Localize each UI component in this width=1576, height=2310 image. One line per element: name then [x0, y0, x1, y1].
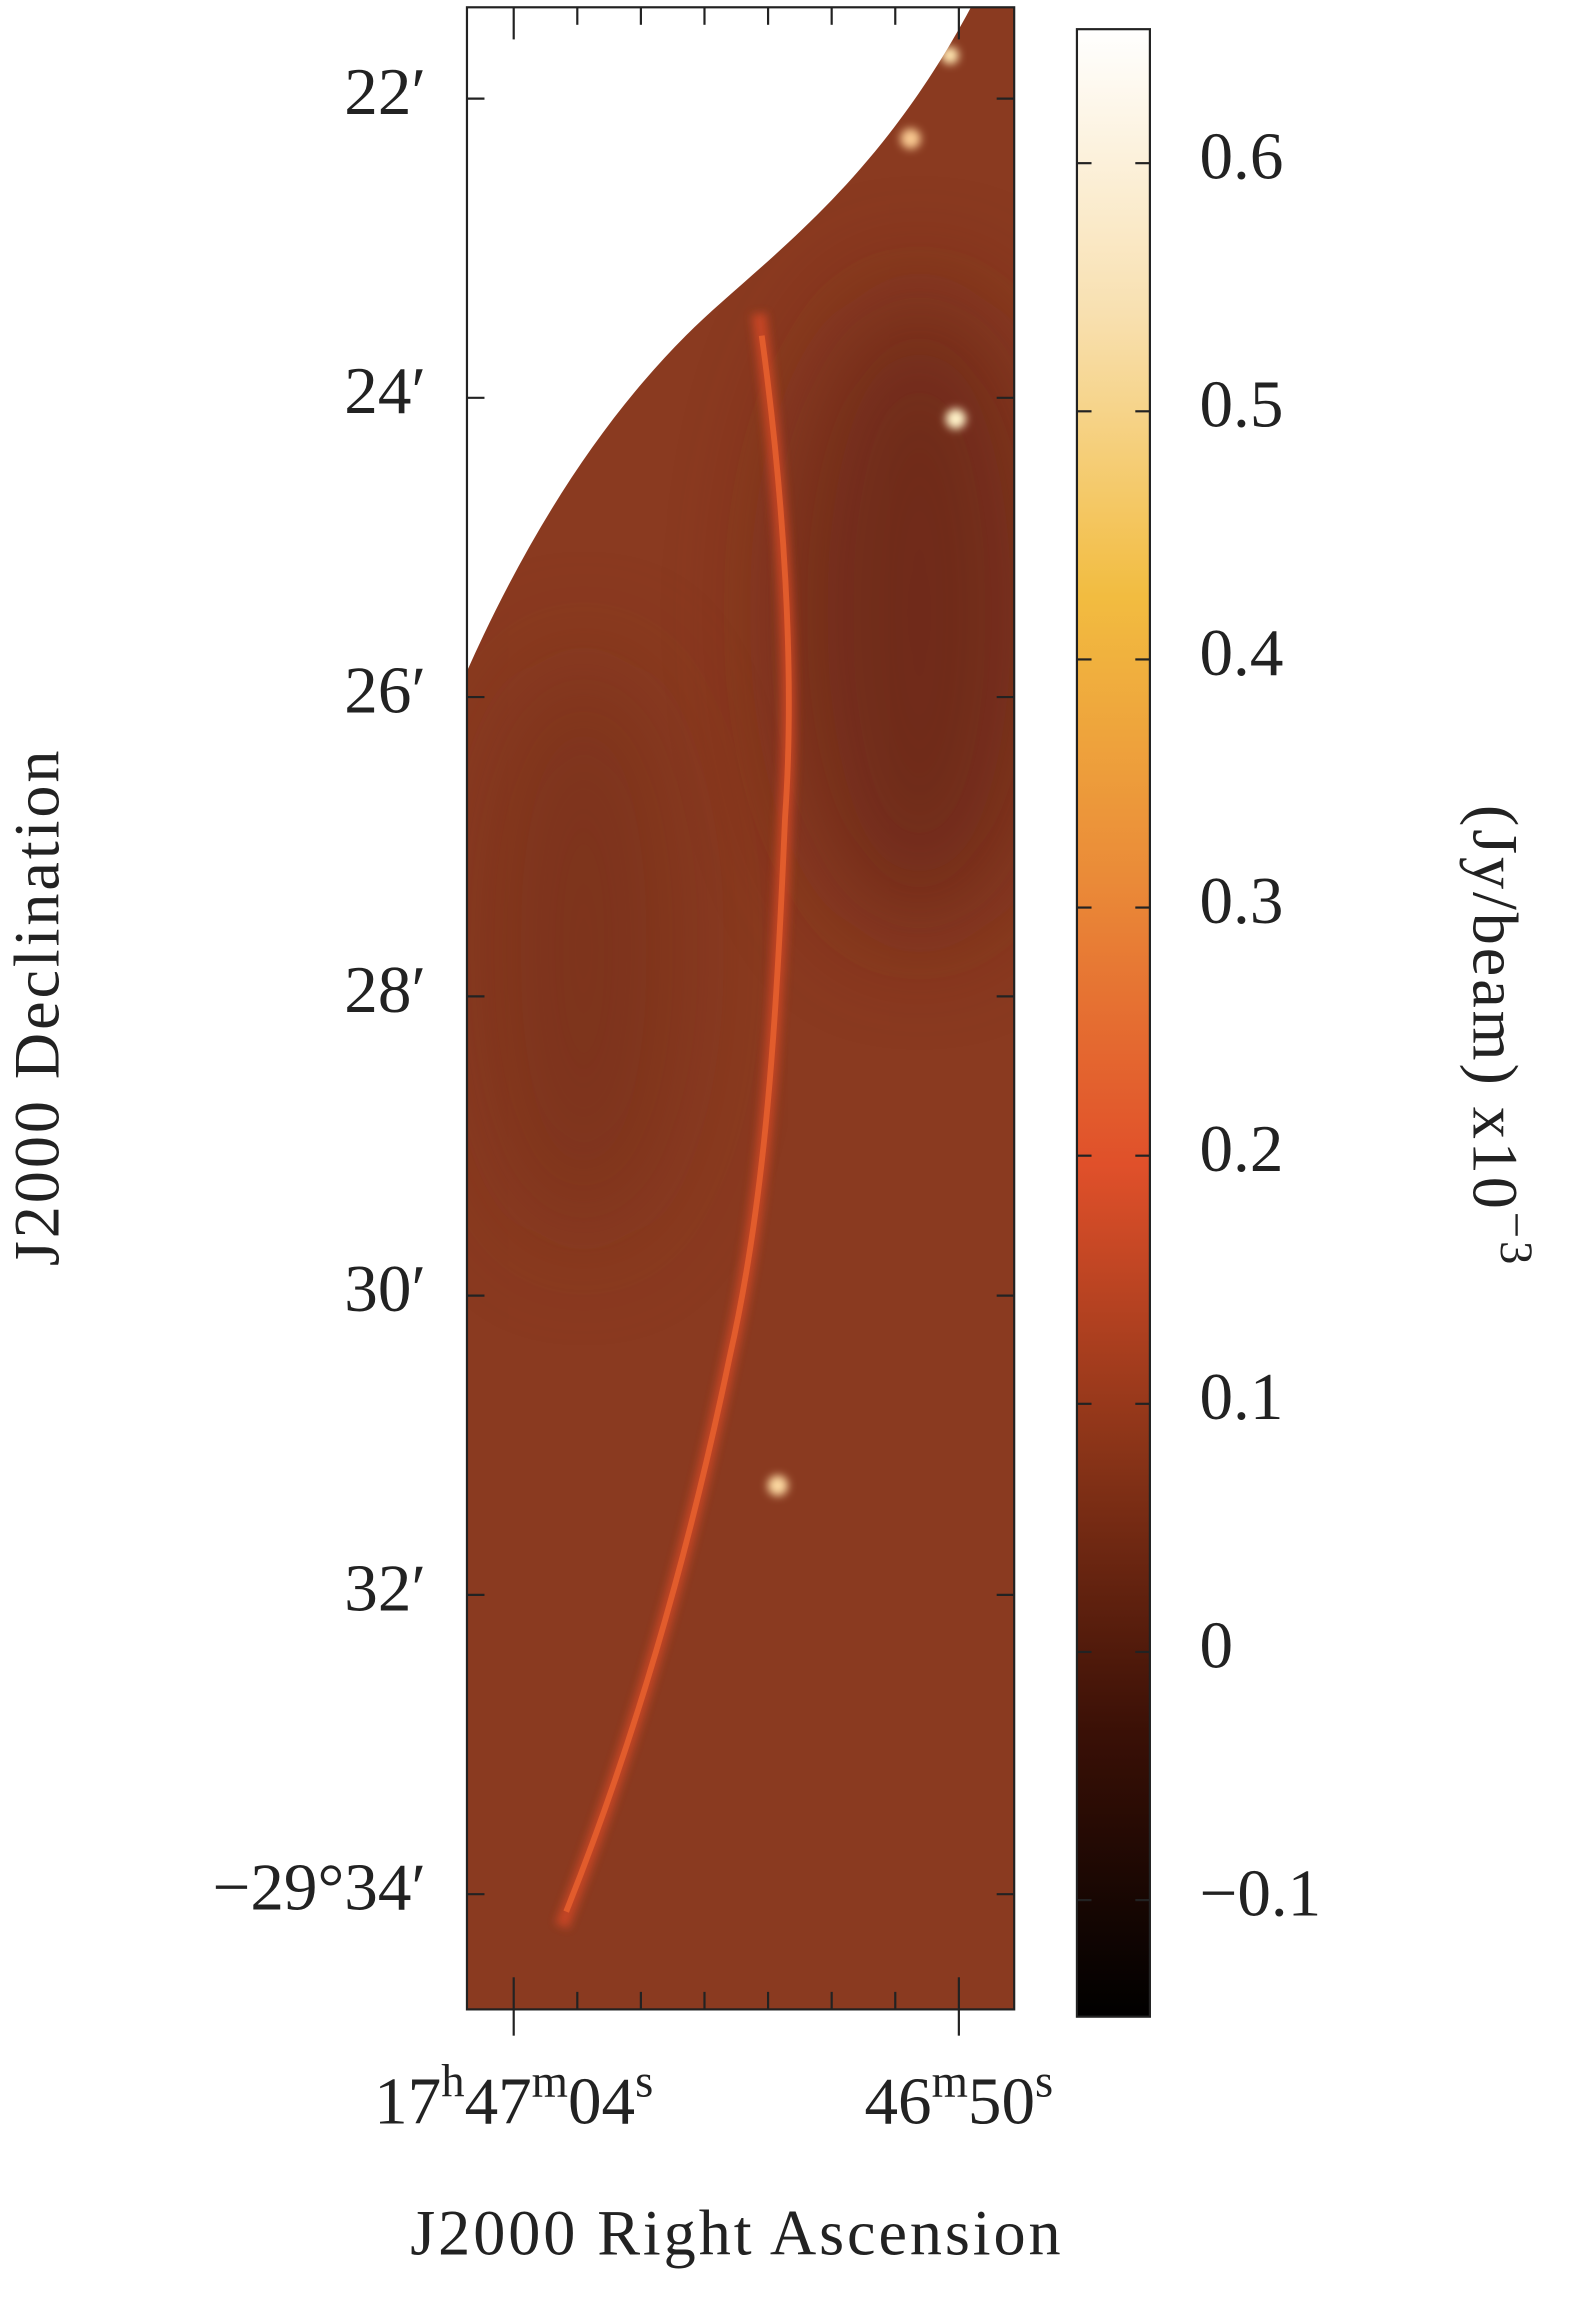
y-tick-label: 26′ [344, 652, 426, 727]
x-tick-label: 17h47m04s [374, 2055, 653, 2139]
colorbar-tick-label: 0 [1200, 1607, 1234, 1682]
colorbar-tick-label: 0.5 [1200, 367, 1284, 442]
colorbar-tick-label: 0.6 [1200, 119, 1284, 194]
x-axis-title: J2000 Right Ascension [410, 2198, 1063, 2269]
y-tick-label: 24′ [344, 353, 426, 428]
source [900, 128, 921, 149]
y-tick-label: 22′ [344, 54, 426, 129]
colorbar-exponent: −3 [1490, 1212, 1542, 1268]
colorbar-tick-label: 0.2 [1200, 1111, 1284, 1186]
source [945, 408, 967, 430]
x-tick-label: 46m50s [864, 2055, 1053, 2139]
y-tick-label: 30′ [344, 1251, 426, 1326]
source [767, 1475, 788, 1496]
y-axis-title: J2000 Declination [2, 748, 73, 1266]
image-frame [465, 6, 1016, 2011]
dark-region [481, 656, 686, 1241]
colorbar-tick-label: 0.1 [1200, 1359, 1284, 1434]
blank-region [466, 7, 971, 672]
image [466, 7, 1015, 2010]
y-tick-label: 28′ [344, 952, 426, 1027]
colorbar-title: (Jy/beam) x10−3 [1460, 805, 1542, 1267]
colorbar [1075, 28, 1151, 2018]
colorbar-label: (Jy/beam) x10 [1460, 805, 1531, 1212]
dark-region [788, 291, 1015, 934]
y-tick-label: −29°34′ [213, 1850, 427, 1925]
colorbar-tick-label: −0.1 [1200, 1855, 1322, 1930]
y-tick-label: 32′ [344, 1550, 426, 1625]
colorbar-tick-label: 0.3 [1200, 863, 1284, 938]
filament [563, 335, 792, 1913]
colorbar-tick-label: 0.4 [1200, 615, 1284, 690]
